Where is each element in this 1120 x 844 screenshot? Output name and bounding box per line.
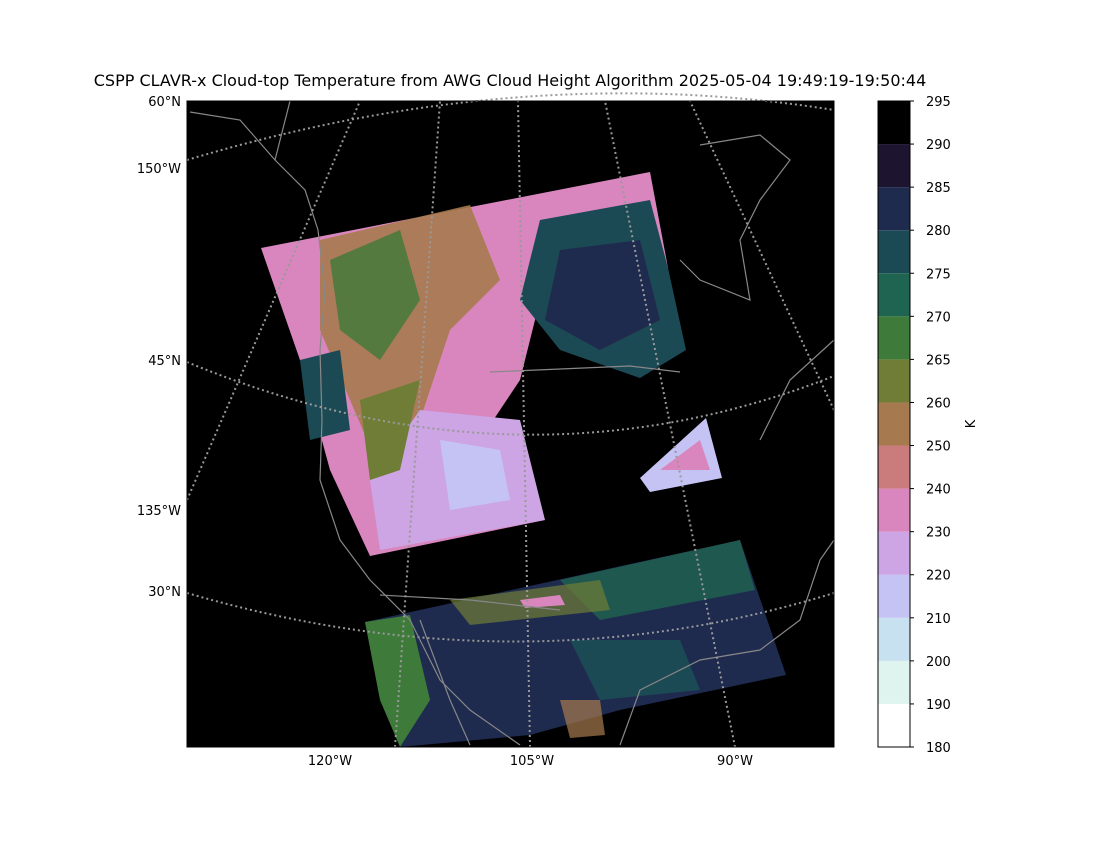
lon-label: 135°W	[137, 504, 181, 519]
swath-east	[640, 418, 722, 492]
colorbar-segment	[878, 531, 910, 575]
map: 60°N 45°N 30°N 150°W 135°W 120°W 105°W 9…	[137, 92, 835, 769]
title: CSPP CLAVR-x Cloud-top Temperature from …	[94, 71, 927, 90]
map-frame	[186, 100, 835, 748]
coastlines	[189, 100, 835, 746]
lat-label: 30°N	[148, 585, 181, 600]
colorbar-segment	[878, 230, 910, 274]
lat-label: 60°N	[148, 95, 181, 110]
colorbar-segment	[878, 574, 910, 618]
colorbar-segment	[878, 703, 910, 747]
colorbar-tick-label: 265	[926, 353, 951, 368]
colorbar-segment	[878, 402, 910, 446]
colorbar-tick-label: 260	[926, 396, 951, 411]
colorbar-segment	[878, 316, 910, 360]
colorbar-tick-label: 190	[926, 698, 951, 713]
colorbar-tick-label: 295	[926, 95, 951, 110]
colorbar-tick-label: 220	[926, 569, 951, 584]
colorbar-segment	[878, 617, 910, 661]
colorbar-segment	[878, 488, 910, 532]
colorbar-tick-label: 200	[926, 655, 951, 670]
lat-label: 45°N	[148, 354, 181, 369]
swath-north	[261, 172, 686, 556]
colorbar-segment	[878, 144, 910, 188]
graticule	[186, 92, 835, 748]
colorbar-tick-label: 230	[926, 526, 951, 541]
colorbar-segment	[878, 660, 910, 704]
colorbar-tick-label: 210	[926, 612, 951, 627]
swath-south	[365, 540, 786, 747]
colorbar-tick-label: 275	[926, 267, 951, 282]
colorbar-segment	[878, 101, 910, 145]
colorbar-segment	[878, 187, 910, 231]
colorbar-tick-label: 280	[926, 224, 951, 239]
lon-label: 150°W	[137, 162, 181, 177]
colorbar: 180 190 200 210 220 230 240 250 260 265 270 275 280 2…	[877, 95, 951, 756]
colorbar-segment	[878, 359, 910, 403]
lon-label: 105°W	[510, 754, 554, 769]
colorbar-tick-label: 290	[926, 138, 951, 153]
lon-label: 90°W	[717, 754, 753, 769]
colorbar-segment	[878, 273, 910, 317]
colorbar-label: K	[964, 419, 979, 428]
lon-label: 120°W	[308, 754, 352, 769]
colorbar-tick-label: 240	[926, 483, 951, 498]
colorbar-tick-label: 270	[926, 310, 951, 325]
colorbar-tick-label: 285	[926, 181, 951, 196]
colorbar-frame	[877, 100, 911, 748]
colorbar-segment	[878, 445, 910, 489]
colorbar-tick-label: 250	[926, 440, 951, 455]
colorbar-tick-label: 180	[926, 741, 951, 756]
